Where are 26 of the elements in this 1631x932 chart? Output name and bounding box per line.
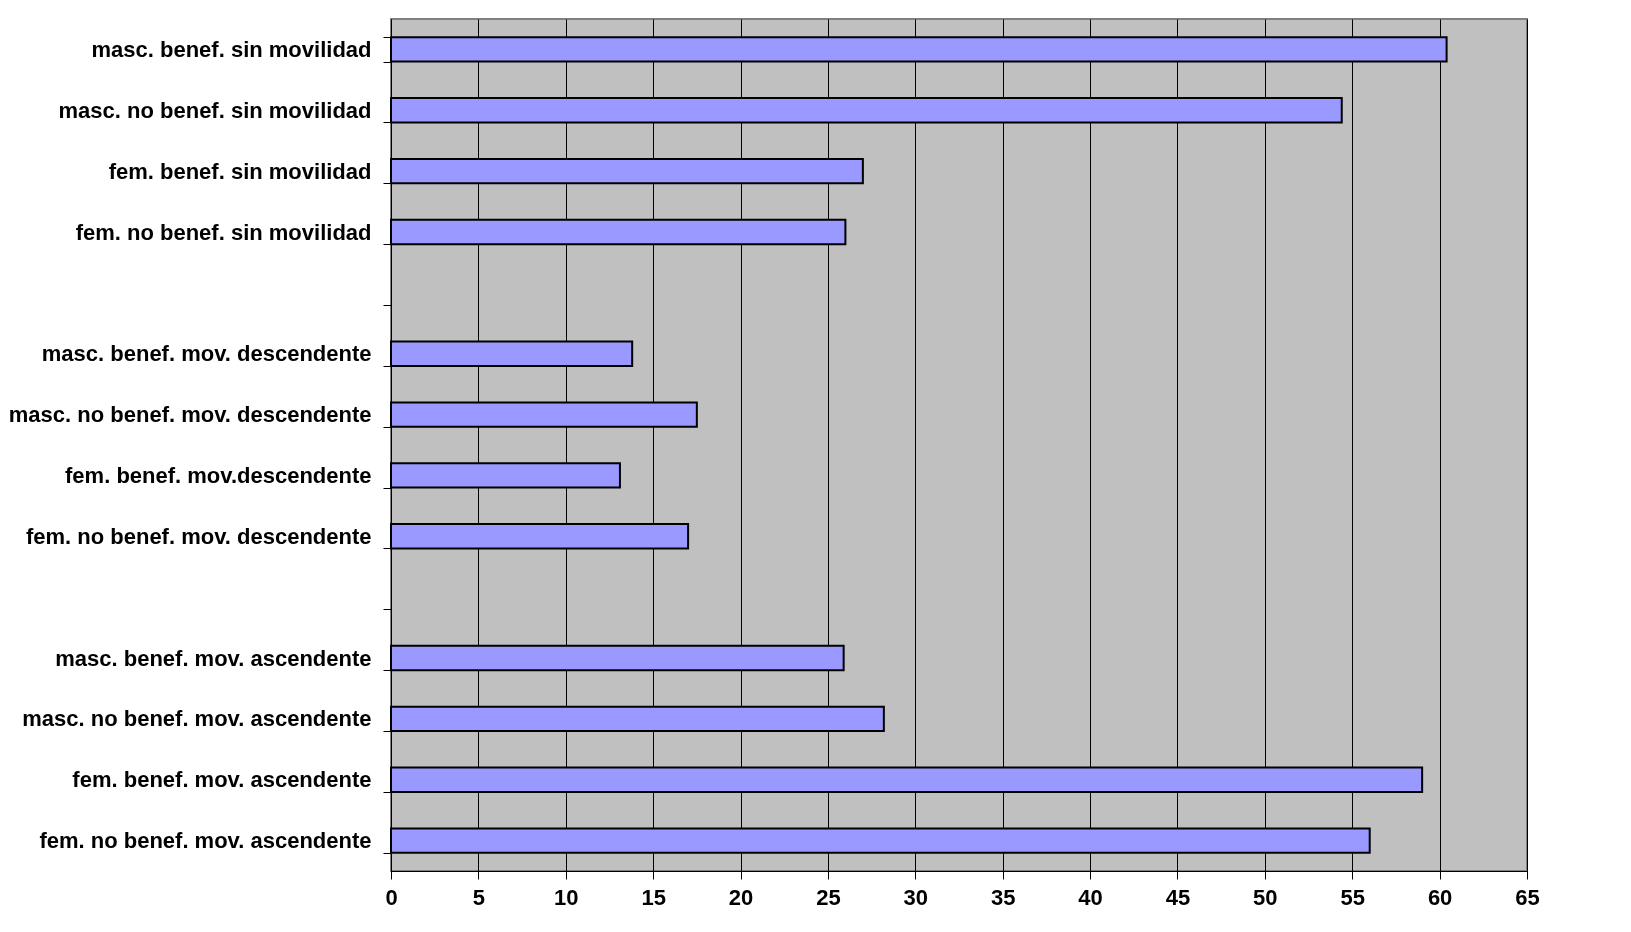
y-tick-label: fem. no benef. mov. descendente — [25, 523, 372, 549]
x-tick-label: 50 — [1253, 884, 1278, 910]
x-tick-label: 25 — [816, 884, 841, 910]
y-tick-label: fem. benef. mov. ascendente — [72, 767, 372, 793]
y-tick-label: fem. no benef. mov. ascendente — [39, 828, 372, 854]
y-tick-label: masc. no benef. sin movilidad — [58, 97, 372, 123]
y-tick-label: masc. benef. mov. descendente — [41, 341, 372, 367]
y-tick-label: masc. benef. sin movilidad — [91, 36, 372, 62]
y-tick-label: masc. no benef. mov. descendente — [8, 402, 372, 428]
x-tick-label: 5 — [472, 884, 486, 910]
y-tick-label: masc. benef. mov. ascendente — [55, 645, 372, 671]
x-tick-label: 35 — [990, 884, 1016, 910]
x-tick-label: 60 — [1427, 884, 1453, 910]
x-tick-label: 0 — [385, 884, 398, 910]
x-tick-label: 10 — [554, 884, 579, 910]
y-tick-label: fem. benef. sin movilidad — [108, 158, 372, 184]
y-tick-label: fem. no benef. sin movilidad — [75, 219, 372, 245]
y-tick-label: masc. no benef. mov. ascendente — [22, 706, 372, 732]
x-tick-label: 20 — [728, 884, 754, 910]
x-tick-label: 45 — [1165, 884, 1191, 910]
x-tick-label: 40 — [1078, 884, 1103, 910]
y-tick-label: fem. benef. mov.descendente — [65, 462, 372, 488]
x-tick-label: 30 — [903, 884, 929, 910]
x-tick-label: 65 — [1515, 884, 1540, 910]
x-tick-label: 15 — [641, 884, 666, 910]
x-tick-label: 55 — [1340, 884, 1365, 910]
